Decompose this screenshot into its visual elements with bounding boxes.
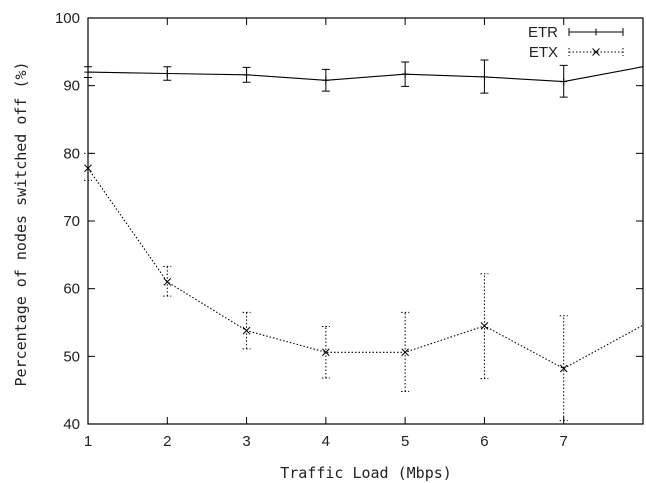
plot-frame [87,17,644,425]
legend-etx-point [592,48,600,56]
series-etr-point [322,76,330,84]
legend-etx-label: ETX [529,44,558,61]
x-tick-label: 1 [84,433,92,450]
series-etx-error-bar [84,152,92,181]
x-tick-label: 7 [560,433,568,450]
series-etx-line [87,167,644,370]
legend-etr-point [592,28,600,36]
legend-etr-caps [568,28,624,36]
x-tick-label: 4 [322,433,330,450]
x-tick-label: 3 [242,433,250,450]
x-tick-label: 6 [480,433,488,450]
series-etr-point [401,70,409,78]
series-etx-point [401,348,409,357]
y-axis-label: Percentage of nodes switched off (%) [12,61,30,386]
y-tick-label: 40 [63,416,80,433]
series-etx-point [163,278,172,286]
series-etr-line [87,66,644,83]
y-tick-label: 50 [63,348,80,365]
legend-etr-label: ETR [528,24,558,41]
series-etx-point [322,348,330,357]
series-etx [84,152,644,422]
legend: ETR ETX [528,24,624,61]
series-etr [84,59,644,98]
y-tick-label: 60 [63,281,80,298]
plot-border [87,17,644,425]
legend-etx-caps [568,48,624,56]
y-tick-label: 80 [63,145,80,162]
series-layer [84,59,644,422]
axis-ticks: 40 50 60 70 80 90 100 1 2 3 4 5 6 7 [55,10,643,450]
series-etx-error-bar [480,273,489,380]
series-etr-point [84,68,92,76]
series-etr-point [163,69,171,77]
series-etx-error-bar [559,315,568,422]
series-etx-point [242,326,251,335]
series-etr-point [480,73,488,81]
series-etx-point [559,364,568,373]
series-etx-point [84,164,92,173]
x-tick-label: 2 [163,433,171,450]
y-tick-label: 90 [63,78,80,95]
series-etx-point [480,322,489,330]
x-axis-label: Traffic Load (Mbps) [280,464,452,482]
series-etr-point [560,78,568,86]
y-tick-label: 70 [63,213,80,230]
y-tick-label: 100 [55,10,80,27]
x-tick-label: 5 [401,433,409,450]
series-etr-point [243,71,251,79]
